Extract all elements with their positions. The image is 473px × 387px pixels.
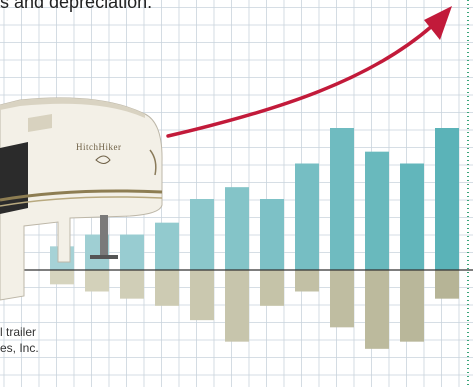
up-bar xyxy=(435,128,459,270)
arrow-head-icon xyxy=(424,6,452,40)
down-bar xyxy=(155,270,179,306)
up-bar xyxy=(400,163,424,270)
up-bar xyxy=(190,199,214,270)
up-bar xyxy=(225,187,249,270)
up-bar xyxy=(295,163,319,270)
down-bar xyxy=(50,270,74,285)
up-bar xyxy=(155,222,179,270)
up-bar xyxy=(330,128,354,270)
up-bar xyxy=(260,199,284,270)
photo-caption-line-1: l trailer xyxy=(0,325,37,339)
up-bar xyxy=(120,234,144,270)
down-bar xyxy=(330,270,354,328)
down-bar xyxy=(225,270,249,342)
trailer-brand-logo: HitchHiker xyxy=(76,142,122,152)
photo-caption-line-2: es, Inc. xyxy=(0,341,39,355)
down-bar xyxy=(400,270,424,342)
down-bar xyxy=(85,270,109,292)
up-bars xyxy=(50,128,459,270)
trailer-photo: HitchHiker xyxy=(0,97,163,301)
down-bar xyxy=(190,270,214,321)
down-bar xyxy=(260,270,284,306)
down-bar xyxy=(120,270,144,299)
rising-arrow xyxy=(166,24,434,138)
down-bar xyxy=(365,270,389,349)
down-bar xyxy=(435,270,459,299)
down-bar xyxy=(295,270,319,292)
up-bar xyxy=(365,151,389,270)
top-caption: s and depreciation. xyxy=(0,0,153,12)
down-bars xyxy=(50,270,459,349)
photo-caption: l trailer es, Inc. xyxy=(0,324,39,356)
